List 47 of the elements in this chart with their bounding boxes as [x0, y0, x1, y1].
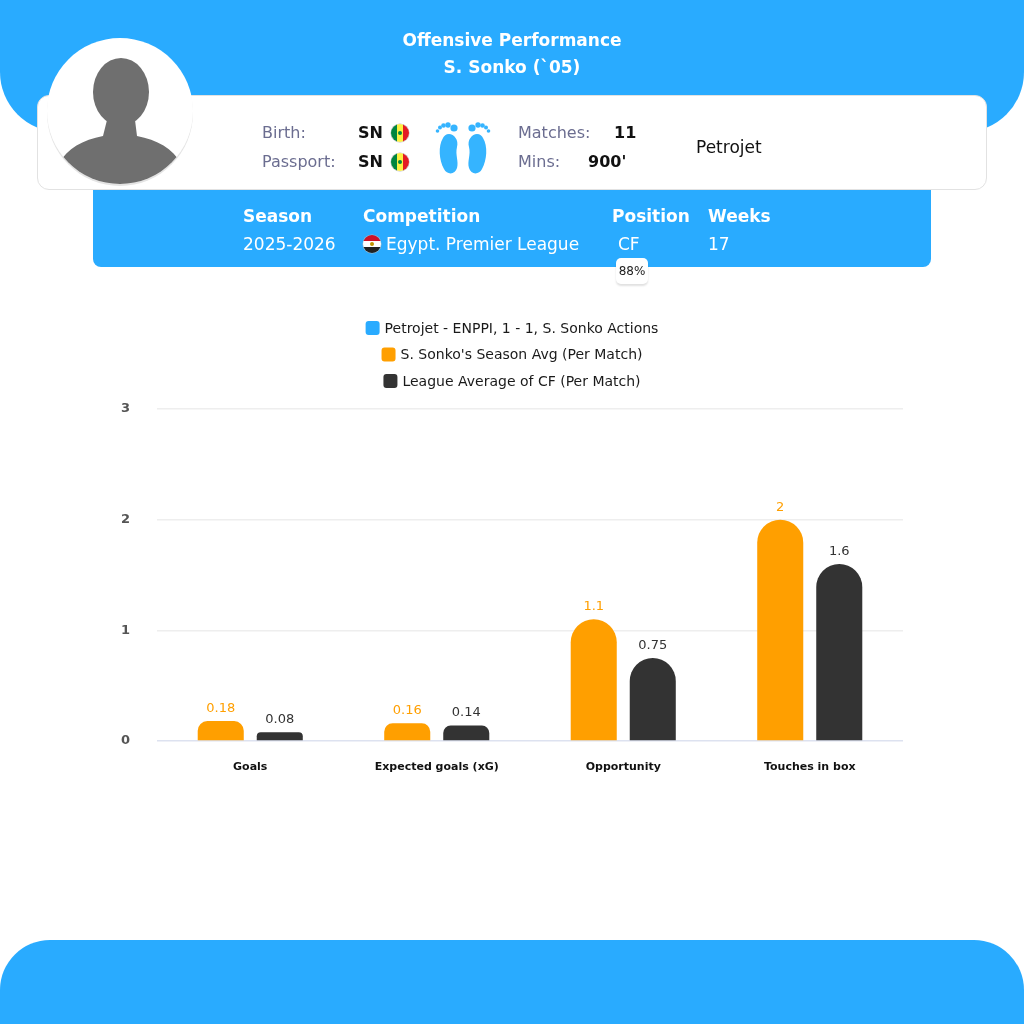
x-tick-label: Touches in box [763, 760, 856, 774]
data-label: 0.08 [265, 711, 295, 727]
chart-subtitle: S. Sonko (`05) [443, 57, 581, 77]
bar [197, 721, 244, 741]
bar [629, 658, 676, 741]
x-tick-label: Expected goals (xG) [374, 760, 499, 774]
bar [757, 519, 804, 741]
data-label: 0.75 [638, 636, 668, 652]
data-label: 2 [776, 498, 785, 514]
legend-label: Petrojet - ENPPI, 1 - 1, S. Sonko Actions [384, 319, 659, 336]
text: Weeks [708, 205, 771, 227]
y-tick-label: 3 [120, 400, 130, 416]
bar [570, 619, 617, 741]
badge: 88% [616, 258, 648, 284]
data-label: 0.18 [206, 699, 236, 715]
legend-label: League Average of CF (Per Match) [402, 372, 641, 389]
legend-label: S. Sonko's Season Avg (Per Match) [400, 346, 643, 363]
data-label: 1.1 [583, 598, 605, 614]
text: Season [243, 205, 313, 227]
bar [816, 563, 863, 741]
data-label: 0.16 [392, 702, 422, 718]
text: 11 [614, 123, 637, 143]
text: Petrojet [696, 136, 762, 158]
text: 2025-2026 [243, 233, 336, 255]
text: SN [358, 123, 383, 143]
text: Matches: [518, 123, 591, 143]
data-label: 1.6 [828, 542, 850, 558]
text: Birth: [262, 123, 306, 143]
text: Position [612, 205, 690, 227]
text: 17 [708, 233, 730, 255]
x-tick-label: Goals [233, 760, 268, 774]
data-label: 0.14 [451, 704, 481, 720]
text: CF [618, 233, 640, 255]
y-tick-label: 0 [120, 732, 130, 748]
text: Mins: [518, 152, 561, 172]
y-tick-label: 1 [120, 621, 130, 637]
text: Competition [363, 205, 481, 227]
bar [443, 725, 490, 741]
chart-title: Offensive Performance [402, 30, 622, 50]
text: Passport: [262, 152, 336, 172]
x-tick-label: Opportunity [585, 760, 661, 774]
bar [256, 732, 303, 741]
text: 900' [588, 152, 627, 172]
text: Egypt. Premier League [386, 233, 580, 255]
text: SN [358, 152, 383, 172]
bar [384, 723, 431, 741]
y-tick-label: 2 [120, 511, 130, 527]
